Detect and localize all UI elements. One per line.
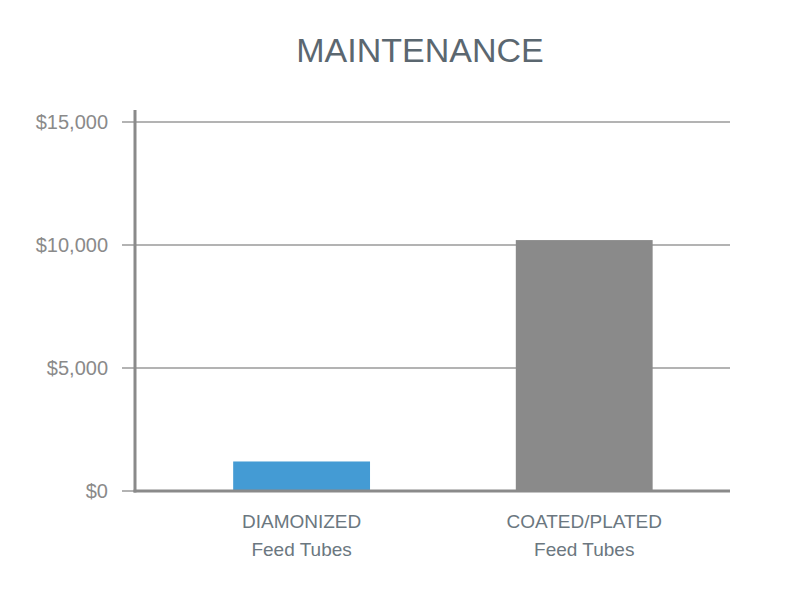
title: MAINTENANCE bbox=[296, 31, 543, 69]
bar bbox=[516, 240, 653, 491]
bars bbox=[233, 240, 652, 491]
tick-label: $5,000 bbox=[47, 357, 108, 379]
tick-mark bbox=[122, 490, 135, 492]
category-label: DIAMONIZED Feed Tubes bbox=[242, 511, 361, 560]
tick-label: $15,000 bbox=[36, 111, 108, 133]
tick-label: $0 bbox=[86, 480, 108, 502]
tick-label: $10,000 bbox=[36, 234, 108, 256]
category-label-line: Feed Tubes bbox=[251, 539, 351, 560]
category-label-line: DIAMONIZED bbox=[242, 511, 361, 532]
x-axis bbox=[134, 490, 731, 493]
y-axis bbox=[134, 110, 137, 493]
grid-line bbox=[122, 121, 730, 123]
category-label-line: Feed Tubes bbox=[534, 539, 634, 560]
category-label: COATED/PLATED Feed Tubes bbox=[506, 511, 662, 560]
chart: MAINTENANCE $0 $5,000 $10,000 $15,000 DIAMONI… bbox=[0, 0, 786, 600]
bar bbox=[233, 461, 370, 491]
category-label-line: COATED/PLATED bbox=[506, 511, 662, 532]
